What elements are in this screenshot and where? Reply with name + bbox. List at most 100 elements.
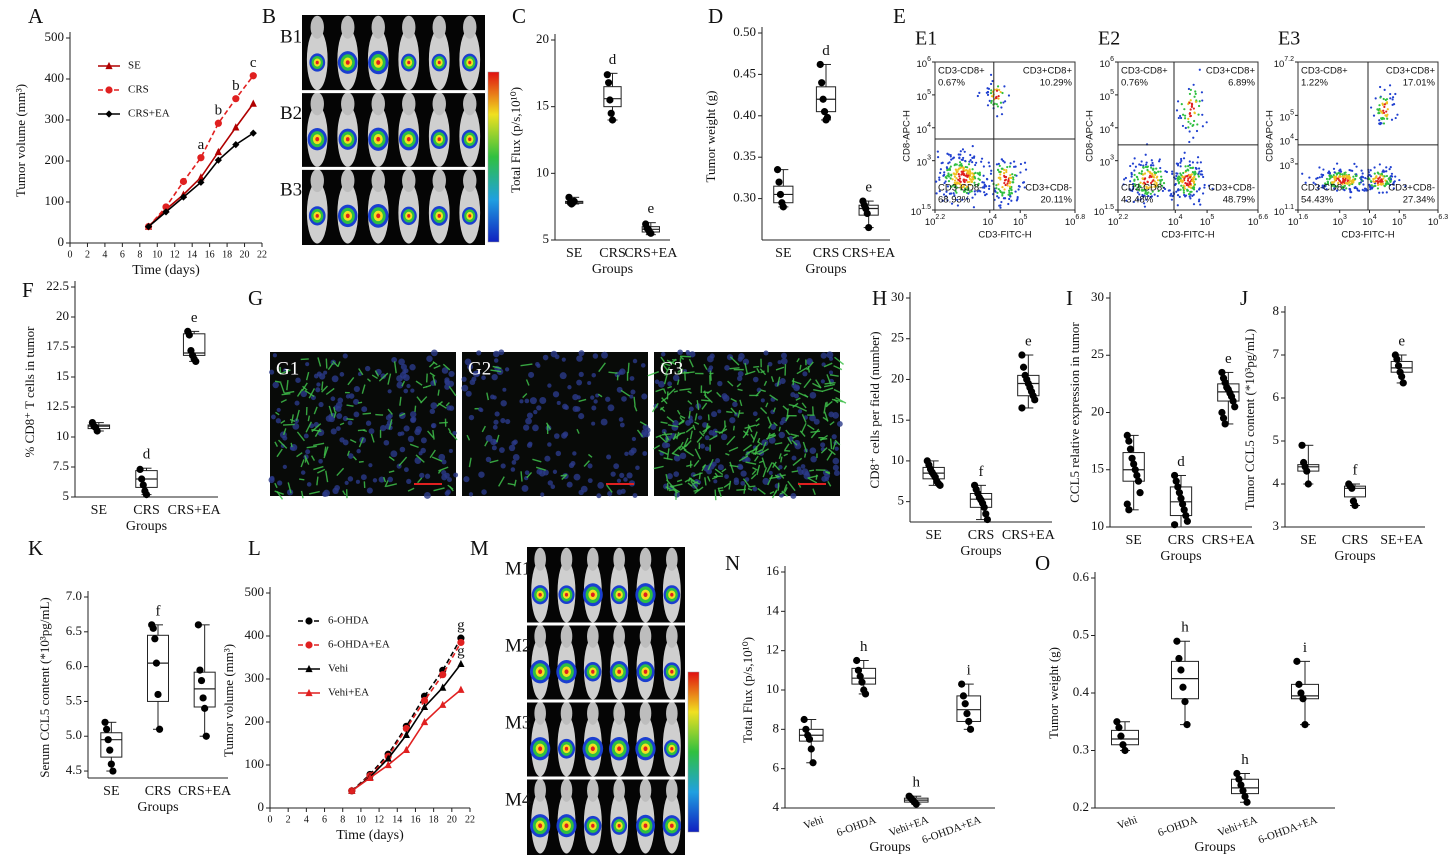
marker-stain [771, 490, 778, 499]
marker-stain [677, 368, 684, 373]
cell-dot [1328, 174, 1331, 177]
mouse-head [402, 92, 416, 116]
mouse-head [432, 169, 446, 193]
marker-stain [492, 365, 502, 370]
nucleus [430, 402, 438, 410]
cell-dot [1179, 172, 1182, 175]
row-label: B2 [280, 103, 302, 124]
y-tick-label: 0.40 [733, 107, 756, 122]
marker-stain [687, 390, 692, 394]
y-tick-label: 25 [891, 330, 904, 345]
mouse-head [310, 15, 324, 39]
nucleus [621, 396, 627, 402]
cell-dot [978, 178, 981, 181]
marker-stain [313, 442, 325, 447]
cell-dot [998, 88, 1001, 91]
marker-stain [714, 468, 724, 476]
cell-dot [1167, 189, 1170, 192]
cell-dot [1379, 85, 1382, 89]
cell-dot [1003, 161, 1006, 164]
nucleus [688, 406, 694, 412]
marker-stain [522, 393, 528, 399]
cell-dot [1381, 103, 1385, 106]
cell-dot [1181, 176, 1184, 179]
marker-stain [729, 367, 740, 370]
nucleus [479, 408, 484, 413]
y-axis-label: Tumor weight (g) [703, 91, 718, 183]
y-tick-label: 15 [1091, 461, 1104, 476]
panel-label: M [470, 536, 489, 560]
cell-dot [1192, 83, 1195, 86]
cell-dot [1388, 168, 1391, 171]
cell-dot [1326, 180, 1329, 183]
nucleus [409, 411, 417, 418]
marker-stain [321, 381, 324, 391]
marker-stain [745, 461, 757, 465]
data-point [779, 203, 787, 211]
cell-dot [1014, 165, 1017, 168]
cell-dot [1138, 193, 1141, 196]
marker-stain [795, 397, 801, 401]
y-axis-label: Serum CCL5 content (*10³pg/mL) [37, 597, 52, 777]
cell-dot [1190, 173, 1194, 176]
cell-dot [1189, 114, 1192, 117]
nucleus [331, 375, 339, 383]
annotation: c [250, 55, 257, 71]
cell-dot [957, 182, 961, 185]
data-point [1183, 517, 1191, 525]
x-tick-label: CRS+EA [1202, 533, 1256, 548]
cell-dot [982, 165, 985, 168]
nucleus [441, 367, 449, 374]
nucleus [344, 480, 349, 485]
micrograph [270, 352, 456, 496]
cell-dot [1372, 177, 1375, 181]
cell-dot [959, 150, 962, 153]
marker-stain [785, 414, 790, 422]
cell-dot [1344, 171, 1347, 174]
marker-stain [779, 472, 785, 479]
nucleus [570, 460, 576, 467]
marker-stain [673, 390, 678, 393]
cell-dot [1361, 188, 1364, 191]
y-tick-label: 6.5 [66, 623, 82, 638]
marker-stain [358, 437, 364, 448]
marker-stain [274, 482, 278, 489]
nucleus [348, 393, 355, 399]
data-point [1178, 500, 1187, 508]
marker-stain [774, 442, 783, 445]
cell-dot [1000, 158, 1004, 161]
quadrant-name: CD3-CD8- [1121, 183, 1165, 194]
y-tick-label: 0.5 [1073, 626, 1089, 641]
nucleus [429, 408, 436, 415]
cell-dot [955, 173, 958, 176]
cell-dot [1353, 162, 1356, 165]
nucleus [368, 463, 373, 468]
marker-stain [736, 382, 742, 388]
nucleus [356, 448, 361, 454]
y-tick-label: 8 [773, 720, 780, 735]
nucleus [461, 384, 469, 392]
signal [643, 746, 648, 752]
tick-base: 10 [1100, 157, 1111, 168]
marker-stain [325, 470, 329, 483]
cell-dot [1383, 88, 1386, 91]
marker-stain [744, 370, 756, 376]
cell-dot [1333, 187, 1336, 190]
marker-stain [520, 363, 533, 367]
panel-label: G [248, 286, 263, 310]
x-tick-label: CRS+EA [168, 503, 222, 518]
nucleus [591, 372, 597, 378]
cell-dot [997, 97, 1000, 100]
marker-stain [301, 382, 308, 392]
marker-stain [362, 412, 372, 415]
marker-stain [742, 444, 752, 452]
marker-stain [336, 467, 345, 477]
tick-base: 10 [911, 207, 922, 218]
marker-stain [803, 393, 809, 398]
cell-dot [995, 184, 998, 187]
cell-dot [1379, 121, 1382, 125]
nucleus [528, 371, 535, 378]
marker-stain [407, 487, 415, 492]
marker [420, 717, 429, 726]
marker-stain [313, 465, 324, 471]
